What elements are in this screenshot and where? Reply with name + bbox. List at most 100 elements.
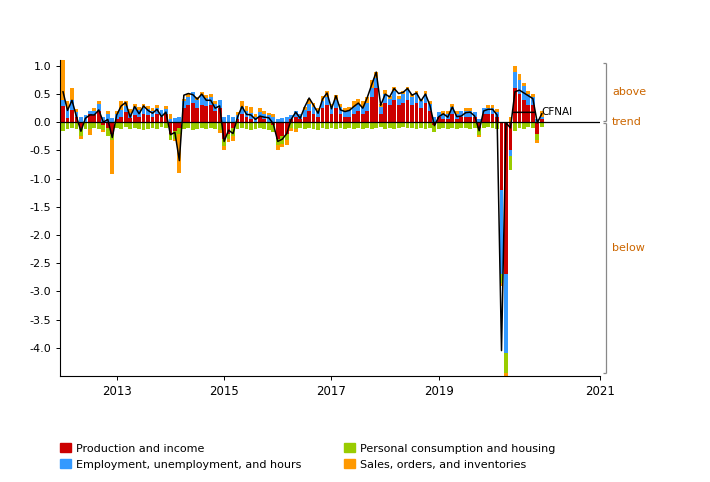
Bar: [334, 122, 338, 129]
Bar: [258, 107, 262, 112]
Bar: [410, 122, 414, 128]
Bar: [115, 111, 119, 114]
Bar: [298, 114, 302, 120]
Bar: [302, 117, 307, 122]
Bar: [267, 113, 271, 116]
Bar: [191, 122, 195, 130]
Bar: [366, 122, 369, 128]
Bar: [374, 78, 378, 88]
Bar: [195, 122, 200, 129]
Bar: [240, 122, 244, 128]
Bar: [370, 80, 373, 88]
Bar: [173, 122, 177, 131]
Bar: [477, 128, 481, 134]
Bar: [352, 114, 356, 122]
Bar: [88, 122, 92, 129]
Bar: [464, 117, 468, 122]
Bar: [137, 110, 141, 117]
Bar: [204, 107, 208, 122]
Bar: [343, 108, 346, 111]
Bar: [481, 114, 486, 122]
Bar: [424, 103, 427, 122]
Bar: [347, 110, 351, 117]
Bar: [271, 125, 275, 132]
Bar: [280, 144, 284, 147]
Bar: [352, 107, 356, 114]
Bar: [155, 114, 159, 122]
Bar: [455, 120, 459, 122]
Bar: [437, 122, 441, 129]
Bar: [446, 111, 449, 114]
Bar: [446, 122, 449, 129]
Bar: [276, 120, 280, 122]
Bar: [110, 122, 114, 134]
Bar: [294, 111, 297, 117]
Bar: [289, 115, 293, 120]
Bar: [540, 122, 544, 127]
Bar: [133, 116, 136, 122]
Bar: [236, 115, 239, 120]
Bar: [428, 111, 432, 122]
Bar: [226, 134, 231, 139]
Bar: [124, 101, 128, 107]
Bar: [61, 52, 65, 100]
Bar: [432, 122, 437, 125]
Bar: [329, 107, 334, 114]
Bar: [195, 108, 200, 122]
Bar: [195, 100, 200, 108]
Bar: [428, 104, 432, 111]
Bar: [236, 122, 239, 129]
Bar: [209, 122, 212, 128]
Bar: [249, 120, 253, 122]
Bar: [339, 114, 342, 122]
Bar: [325, 97, 329, 106]
Bar: [155, 122, 159, 129]
Bar: [61, 122, 65, 131]
Bar: [446, 120, 449, 122]
Bar: [392, 100, 396, 122]
Bar: [321, 96, 324, 101]
Bar: [102, 117, 105, 122]
Bar: [200, 95, 204, 106]
Bar: [97, 101, 101, 104]
Bar: [106, 114, 109, 122]
Bar: [129, 122, 132, 129]
Bar: [155, 108, 159, 114]
Bar: [65, 122, 70, 129]
Bar: [388, 99, 391, 106]
Bar: [92, 116, 97, 122]
Bar: [187, 106, 190, 122]
Bar: [428, 122, 432, 128]
Bar: [334, 108, 338, 122]
Bar: [473, 117, 476, 122]
Bar: [397, 106, 400, 122]
Bar: [178, 117, 181, 122]
Bar: [379, 122, 383, 127]
Bar: [312, 103, 315, 107]
Bar: [361, 122, 365, 129]
Bar: [244, 107, 248, 111]
Bar: [535, 120, 539, 122]
Bar: [182, 101, 186, 108]
Bar: [218, 122, 222, 130]
Bar: [110, 134, 114, 140]
Bar: [231, 128, 235, 136]
Bar: [263, 120, 266, 122]
Bar: [267, 116, 271, 122]
Bar: [280, 122, 284, 136]
Bar: [289, 120, 293, 122]
Bar: [70, 88, 74, 100]
Bar: [253, 114, 257, 117]
Bar: [226, 122, 231, 134]
Bar: [361, 107, 365, 114]
Bar: [455, 122, 459, 129]
Bar: [102, 130, 105, 133]
Bar: [339, 122, 342, 128]
Bar: [481, 108, 486, 114]
Bar: [307, 99, 311, 104]
Bar: [195, 97, 200, 100]
Bar: [307, 111, 311, 122]
Bar: [428, 101, 432, 104]
Bar: [321, 122, 324, 128]
Bar: [294, 122, 297, 129]
